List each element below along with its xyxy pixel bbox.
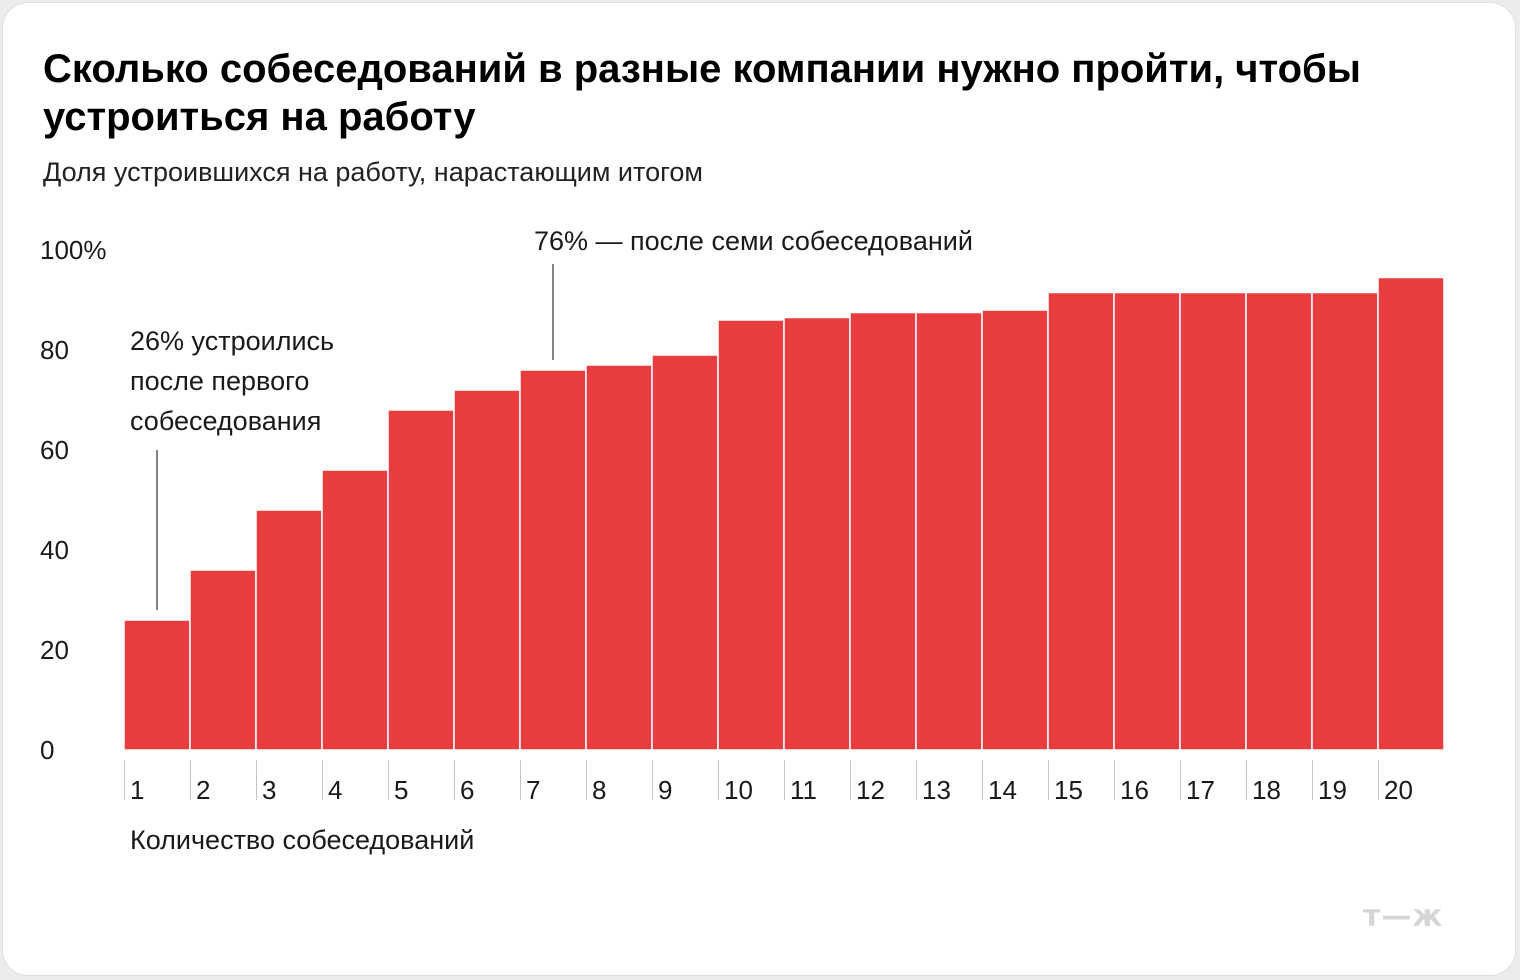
bar-9: [651, 354, 719, 751]
bar-13: [915, 311, 983, 751]
x-tick-label: 13: [922, 775, 951, 805]
x-tick-label: 18: [1252, 775, 1281, 805]
x-tick-label: 4: [328, 775, 342, 805]
annotation-seven-interviews: 76% — после семи собеседований: [534, 226, 973, 256]
bar-1: [123, 619, 191, 751]
bar-5: [387, 409, 455, 751]
x-tick-label: 6: [460, 775, 474, 805]
x-tick-label: 1: [130, 775, 144, 805]
bar-4: [321, 469, 389, 751]
bar-11: [783, 316, 851, 751]
bar-8: [585, 364, 653, 751]
x-axis-title: Количество собеседований: [130, 825, 474, 855]
x-tick-label: 3: [262, 775, 276, 805]
bar-20: [1377, 276, 1445, 751]
x-tick-label: 15: [1054, 775, 1083, 805]
x-tick-label: 11: [790, 775, 817, 805]
x-tick-label: 9: [658, 775, 672, 805]
chart-title: Сколько собеседований в разные компании …: [43, 47, 1361, 139]
bar-7: [519, 369, 587, 751]
x-tick-label: 19: [1318, 775, 1347, 805]
y-tick-label: 0: [40, 735, 54, 765]
bar-10: [717, 319, 785, 751]
annotation-first-interview: 26% устроились: [130, 326, 334, 356]
bar-16: [1113, 291, 1181, 751]
x-tick-label: 8: [592, 775, 606, 805]
x-tick-label: 14: [988, 775, 1017, 805]
y-tick-label: 40: [40, 535, 69, 565]
bar-2: [189, 569, 257, 751]
x-tick-label: 7: [526, 775, 540, 805]
bar-3: [255, 509, 323, 751]
x-tick-label: 5: [394, 775, 408, 805]
annotation-first-interview: собеседования: [130, 406, 321, 436]
x-tick-label: 2: [196, 775, 210, 805]
y-tick-label: 20: [40, 635, 69, 665]
bar-18: [1245, 291, 1313, 751]
bar-15: [1047, 291, 1115, 751]
bar-19: [1311, 291, 1379, 751]
x-tick-label: 17: [1186, 775, 1215, 805]
x-tick-label: 20: [1384, 775, 1413, 805]
y-tick-label: 80: [40, 335, 69, 365]
chart-subtitle: Доля устроившихся на работу, нарастающим…: [43, 157, 703, 187]
y-tick-label: 100%: [40, 235, 107, 265]
y-tick-label: 60: [40, 435, 69, 465]
bar-14: [981, 309, 1049, 751]
bar-12: [849, 311, 917, 751]
bar-17: [1179, 291, 1247, 751]
bar-6: [453, 389, 521, 751]
annotation-first-interview: после первого: [130, 366, 309, 396]
x-tick-label: 12: [856, 775, 885, 805]
x-tick-label: 10: [724, 775, 753, 805]
brand-logo: т—ж: [1363, 899, 1444, 934]
x-tick-label: 16: [1120, 775, 1149, 805]
